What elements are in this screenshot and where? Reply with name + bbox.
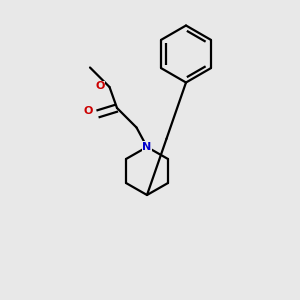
Text: O: O <box>95 81 105 92</box>
Text: N: N <box>142 142 152 152</box>
Text: O: O <box>84 106 93 116</box>
